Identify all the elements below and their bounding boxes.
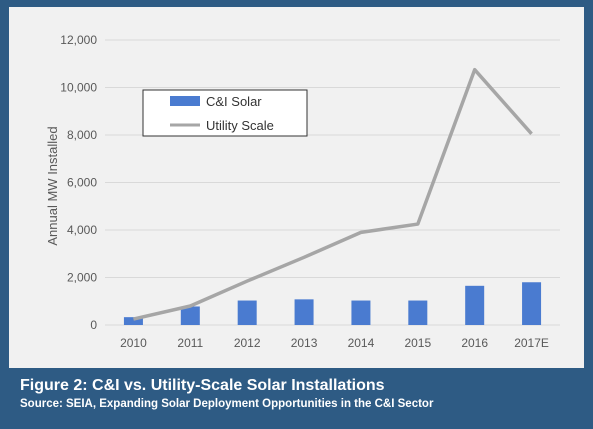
legend-label-ci-solar: C&I Solar [206, 94, 262, 109]
x-tick-label: 2016 [461, 336, 488, 350]
y-tick-label: 12,000 [60, 33, 97, 47]
bar-ci-solar [294, 299, 314, 325]
y-axis-title: Annual MW Installed [45, 126, 60, 245]
grid-lines [105, 39, 560, 326]
y-tick-label: 0 [90, 318, 97, 332]
x-tick-label: 2017E [514, 336, 549, 350]
x-tick-label: 2011 [177, 336, 203, 350]
bar-ci-solar [237, 300, 257, 325]
x-tick-label: 2013 [291, 336, 318, 350]
bar-series-ci-solar [123, 282, 542, 325]
y-tick-label: 8,000 [67, 128, 97, 142]
bar-ci-solar [465, 285, 485, 325]
legend-swatch-ci-solar [170, 96, 200, 106]
bar-ci-solar [408, 300, 428, 325]
x-tick-label: 2012 [234, 336, 261, 350]
y-tick-label: 4,000 [67, 223, 97, 237]
x-tick-label: 2010 [120, 336, 147, 350]
bar-ci-solar [351, 300, 371, 325]
y-tick-label: 10,000 [60, 81, 97, 95]
y-tick-label: 6,000 [67, 176, 97, 190]
line-series-utility-scale [133, 67, 533, 321]
x-tick-label: 2015 [404, 336, 431, 350]
legend: C&I Solar Utility Scale [142, 89, 308, 137]
line-utility-scale [133, 67, 533, 321]
x-tick-labels: 2010 2011 2012 2013 2014 2015 2016 2017E [120, 336, 549, 350]
bar-ci-solar [123, 317, 143, 325]
y-tick-labels: 0 2,000 4,000 6,000 8,000 10,000 12,000 [60, 33, 97, 332]
figure-source: Source: SEIA, Expanding Solar Deployment… [20, 398, 434, 410]
bar-ci-solar [180, 306, 200, 325]
caption: Figure 2: C&I vs. Utility-Scale Solar In… [20, 376, 580, 412]
legend-label-utility-scale: Utility Scale [206, 118, 274, 133]
bar-ci-solar [522, 282, 542, 325]
x-tick-label: 2014 [348, 336, 375, 350]
y-tick-label: 2,000 [67, 271, 97, 285]
figure-title: Figure 2: C&I vs. Utility-Scale Solar In… [20, 377, 385, 394]
